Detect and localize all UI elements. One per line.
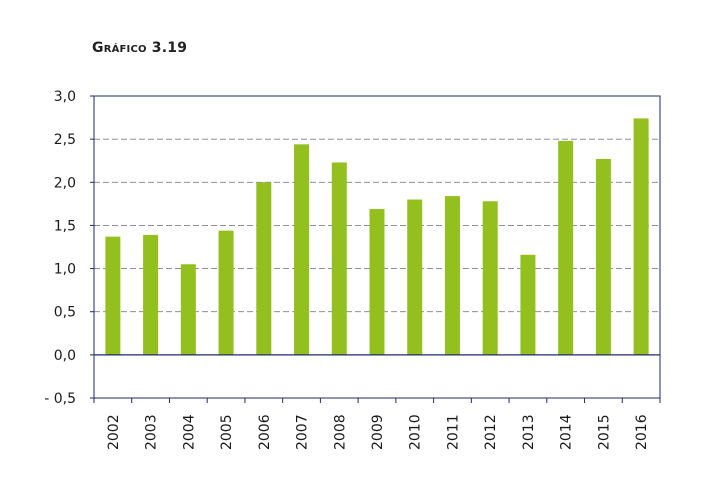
bar-2004 — [180, 264, 196, 355]
bar-2002 — [105, 236, 121, 355]
x-tick-label: 2008 — [332, 414, 348, 450]
x-tick-label: 2006 — [257, 414, 273, 450]
x-tick-label: 2007 — [295, 414, 311, 450]
bar-2012 — [482, 201, 498, 355]
bar-2014 — [558, 140, 574, 355]
bar-2013 — [520, 254, 536, 355]
bar-2011 — [444, 196, 460, 355]
bar-2003 — [143, 234, 159, 355]
bars — [105, 118, 649, 355]
x-tick-label: 2011 — [445, 414, 461, 450]
y-tick-label: 0,0 — [54, 348, 76, 364]
y-tick-label: - 0,5 — [44, 391, 76, 407]
bar-2010 — [407, 199, 423, 355]
x-tick-label: 2009 — [370, 414, 386, 450]
axes — [93, 95, 661, 399]
bar-2007 — [294, 144, 310, 355]
x-tick-label: 2012 — [483, 414, 499, 450]
chart-title: Gráfico 3.19 — [92, 40, 188, 56]
x-tick-label: 2003 — [144, 414, 160, 450]
plot-frame — [93, 95, 661, 399]
x-tick-label: 2002 — [106, 414, 122, 450]
bar-2005 — [218, 230, 234, 355]
y-tick-label: 3,0 — [54, 89, 76, 105]
x-tick-label: 2016 — [634, 414, 650, 450]
x-tick-label: 2010 — [408, 414, 424, 450]
x-axis-ticks: 2002 2003 2004 2005 2006 2007 2008 2009 2010 2011… — [93, 398, 661, 450]
x-tick-label: 2005 — [219, 414, 235, 450]
y-tick-label: 1,0 — [54, 262, 76, 278]
y-tick-label: 2,0 — [54, 175, 76, 191]
bar-2015 — [595, 158, 611, 355]
x-tick-label: 2014 — [559, 414, 575, 450]
y-axis-ticks: 3,0 2,5 2,0 1,5 1,0 0,5 0,0 - 0,5 — [44, 89, 94, 407]
y-tick-label: 0,5 — [54, 305, 76, 321]
bar-2009 — [369, 209, 385, 355]
y-tick-label: 1,5 — [54, 218, 76, 234]
bar-2016 — [633, 118, 649, 355]
bar-2006 — [256, 182, 272, 355]
y-tick-label: 2,5 — [54, 132, 76, 148]
x-tick-label: 2004 — [181, 414, 197, 450]
x-tick-label: 2015 — [596, 414, 612, 450]
x-tick-label: 2013 — [521, 414, 537, 450]
bar-2008 — [331, 162, 347, 355]
